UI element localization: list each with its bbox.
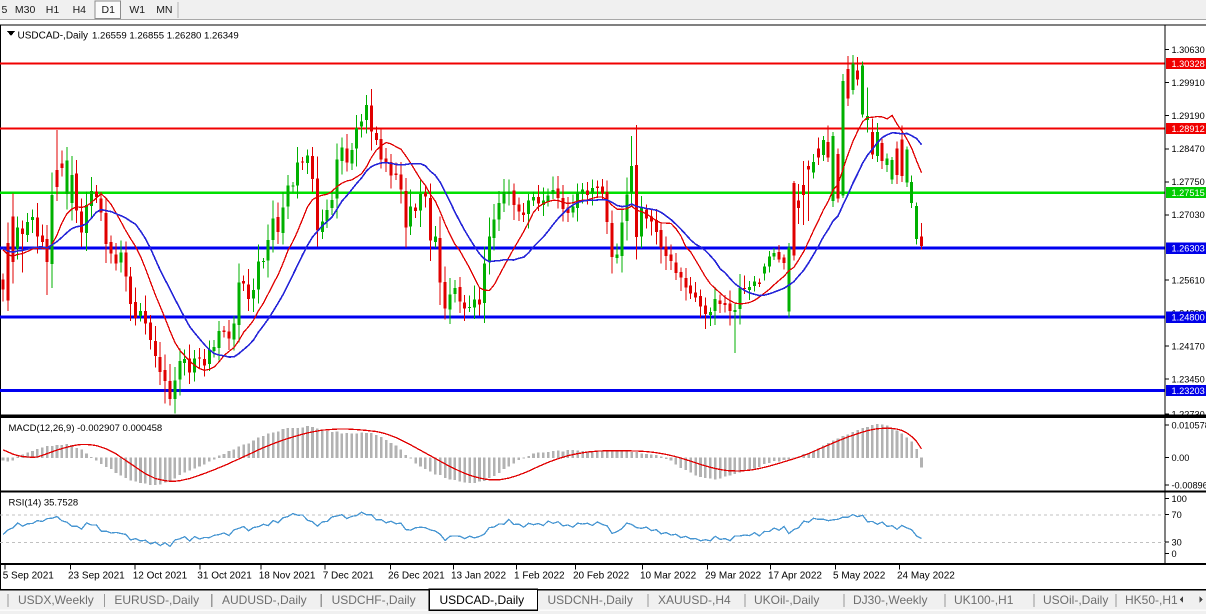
svg-text:XAUUSD-,H4: XAUUSD-,H4 <box>658 593 731 607</box>
svg-text:1 Feb 2022: 1 Feb 2022 <box>514 571 565 582</box>
svg-text:1.22730: 1.22730 <box>1172 410 1205 420</box>
svg-text:1.30328: 1.30328 <box>1172 59 1205 69</box>
svg-text:1.24800: 1.24800 <box>1172 313 1205 323</box>
svg-text:1.25610: 1.25610 <box>1172 275 1205 285</box>
svg-text:1.26303: 1.26303 <box>1172 244 1205 254</box>
svg-text:1.26559 1.26855 1.26280 1.2634: 1.26559 1.26855 1.26280 1.26349 <box>92 31 239 42</box>
svg-text:UKOil-,Daily: UKOil-,Daily <box>754 593 819 607</box>
svg-text:5 May 2022: 5 May 2022 <box>833 571 886 582</box>
svg-text:12 Oct 2021: 12 Oct 2021 <box>133 571 188 582</box>
svg-text:0.00: 0.00 <box>1172 453 1190 463</box>
svg-text:1.23450: 1.23450 <box>1172 375 1205 385</box>
svg-text:5 Sep 2021: 5 Sep 2021 <box>3 571 55 582</box>
svg-text:18 Nov 2021: 18 Nov 2021 <box>259 571 316 582</box>
svg-text:USDX,Weekly: USDX,Weekly <box>18 593 94 607</box>
svg-text:1.30630: 1.30630 <box>1172 45 1205 55</box>
svg-text:7 Dec 2021: 7 Dec 2021 <box>323 571 375 582</box>
svg-text:1.29190: 1.29190 <box>1172 111 1205 121</box>
svg-text:W1: W1 <box>129 4 145 16</box>
svg-text:USDCHF-,Daily: USDCHF-,Daily <box>332 593 416 607</box>
svg-text:USDCAD-,Daily: USDCAD-,Daily <box>440 593 525 607</box>
svg-text:EURUSD-,Daily: EURUSD-,Daily <box>114 593 199 607</box>
svg-text:USDCAD-,Daily: USDCAD-,Daily <box>18 31 89 42</box>
svg-text:1.29910: 1.29910 <box>1172 78 1205 88</box>
svg-text:5: 5 <box>2 4 8 16</box>
svg-text:HK50-,H1: HK50-,H1 <box>1125 593 1178 607</box>
svg-text:1.24170: 1.24170 <box>1172 342 1205 352</box>
svg-text:10 Mar 2022: 10 Mar 2022 <box>640 571 697 582</box>
svg-text:USOil-,Daily: USOil-,Daily <box>1043 593 1108 607</box>
svg-text:29 Mar 2022: 29 Mar 2022 <box>705 571 762 582</box>
svg-text:USDCNH-,Daily: USDCNH-,Daily <box>548 593 633 607</box>
svg-text:1.28912: 1.28912 <box>1172 124 1205 134</box>
svg-text:MN: MN <box>156 4 172 16</box>
svg-text:M30: M30 <box>15 4 36 16</box>
svg-text:24 May 2022: 24 May 2022 <box>897 571 955 582</box>
svg-text:MACD(12,26,9) -0.002907 0.0004: MACD(12,26,9) -0.002907 0.000458 <box>9 423 163 434</box>
svg-text:26 Dec 2021: 26 Dec 2021 <box>388 571 445 582</box>
svg-text:1.27515: 1.27515 <box>1172 188 1205 198</box>
svg-text:20 Feb 2022: 20 Feb 2022 <box>573 571 630 582</box>
svg-text:AUDUSD-,Daily: AUDUSD-,Daily <box>222 593 307 607</box>
svg-text:D1: D1 <box>102 4 116 16</box>
svg-text:1.27030: 1.27030 <box>1172 210 1205 220</box>
svg-text:1.27750: 1.27750 <box>1172 177 1205 187</box>
svg-text:DJ30-,Weekly: DJ30-,Weekly <box>853 593 927 607</box>
svg-text:1.23203: 1.23203 <box>1172 386 1205 396</box>
svg-text:17 Apr 2022: 17 Apr 2022 <box>768 571 822 582</box>
svg-text:UK100-,H1: UK100-,H1 <box>954 593 1014 607</box>
svg-text:30: 30 <box>1172 537 1182 547</box>
svg-text:0: 0 <box>1172 549 1177 559</box>
svg-text:H1: H1 <box>46 4 60 16</box>
svg-text:H4: H4 <box>73 4 87 16</box>
svg-text:31 Oct 2021: 31 Oct 2021 <box>197 571 252 582</box>
svg-text:1.28470: 1.28470 <box>1172 144 1205 154</box>
svg-text:13 Jan 2022: 13 Jan 2022 <box>451 571 506 582</box>
svg-text:70: 70 <box>1172 510 1182 520</box>
svg-text:23 Sep 2021: 23 Sep 2021 <box>68 571 125 582</box>
svg-text:100: 100 <box>1172 494 1187 504</box>
svg-text:0.010578: 0.010578 <box>1172 420 1206 430</box>
svg-text:RSI(14) 35.7528: RSI(14) 35.7528 <box>9 498 79 509</box>
svg-text:-0.00896: -0.00896 <box>1172 480 1206 490</box>
